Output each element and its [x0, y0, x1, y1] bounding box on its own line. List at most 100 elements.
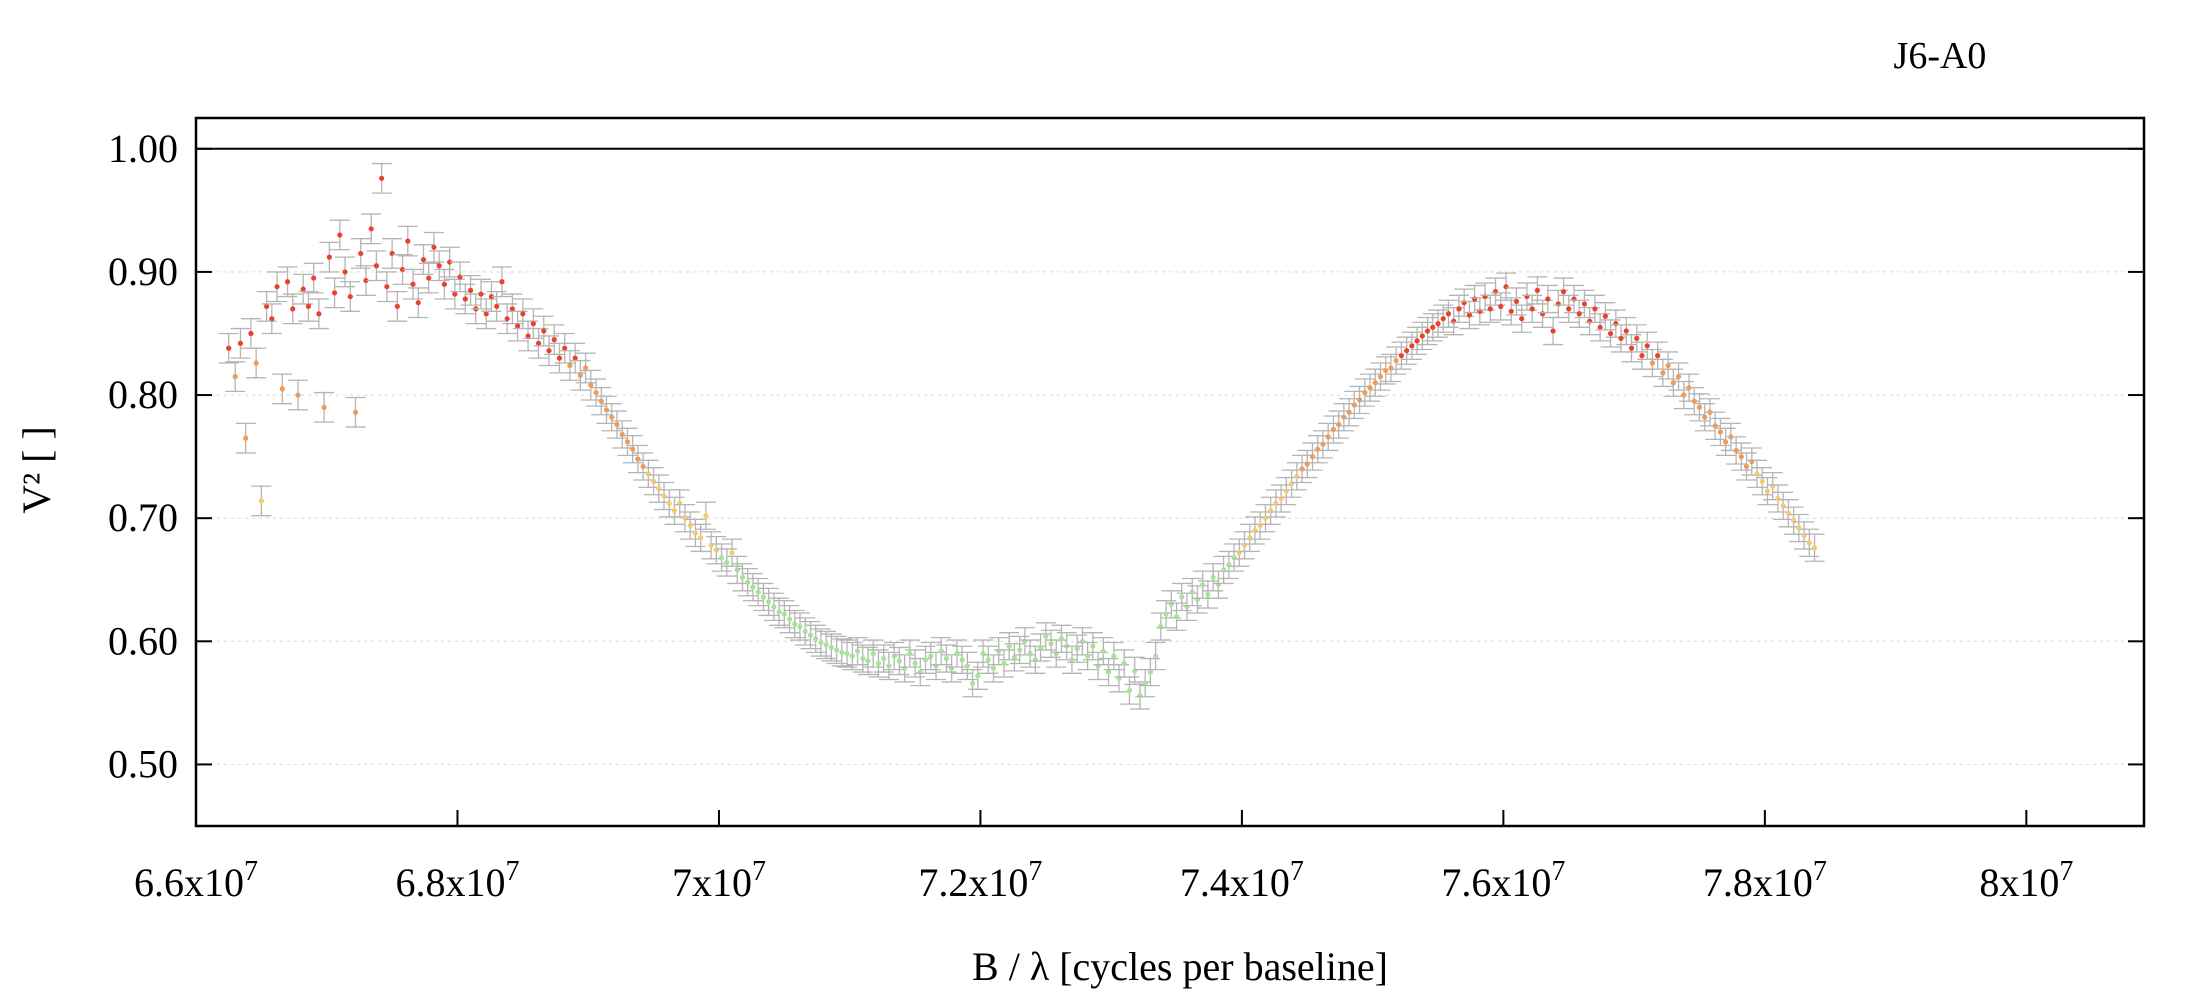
data-point-74 — [606, 410, 627, 439]
data-point-195 — [1239, 523, 1260, 553]
y-tick-label-0: 1.00 — [108, 126, 178, 171]
data-point-155 — [1030, 633, 1051, 662]
data-point-143 — [967, 661, 988, 690]
data-point-99 — [737, 568, 758, 597]
data-point-142 — [962, 668, 983, 698]
data-point-301 — [1794, 521, 1815, 550]
data-point-194 — [1234, 531, 1255, 560]
y-axis-ticks: 1.00 0.90 0.80 0.70 0.60 0.50 — [108, 126, 2144, 786]
data-point-103 — [758, 587, 779, 617]
data-point-273 — [1647, 341, 1668, 370]
data-point-85 — [664, 496, 685, 525]
data-point-256 — [1558, 294, 1579, 324]
x-tick-label-2: 7x107 — [672, 856, 766, 905]
data-point-75 — [612, 420, 633, 449]
data-point-141 — [957, 651, 978, 681]
data-point-264 — [1600, 319, 1621, 348]
data-point-297 — [1773, 491, 1794, 521]
data-point-222 — [1380, 353, 1401, 383]
data-point-192 — [1224, 543, 1245, 572]
data-point-37 — [413, 244, 434, 276]
data-point-95 — [716, 548, 737, 577]
data-point-303 — [1804, 533, 1825, 562]
data-point-16 — [303, 262, 324, 294]
data-point-96 — [722, 538, 743, 567]
data-point-145 — [978, 645, 999, 674]
data-point-237 — [1459, 300, 1480, 330]
data-point-81 — [643, 467, 664, 496]
data-point-40 — [429, 250, 450, 282]
data-point-67 — [570, 359, 591, 391]
data-point-259 — [1574, 289, 1595, 319]
data-point-251 — [1532, 299, 1553, 328]
data-point-276 — [1663, 368, 1684, 397]
data-point-291 — [1741, 447, 1762, 476]
data-point-168 — [1098, 657, 1119, 687]
data-point-101 — [748, 577, 769, 607]
data-point-223 — [1386, 346, 1407, 375]
data-point-110 — [795, 617, 816, 646]
data-point-118 — [837, 639, 858, 668]
data-point-88 — [680, 511, 701, 540]
data-point-107 — [779, 604, 800, 634]
data-point-6 — [251, 485, 272, 517]
data-point-15 — [298, 290, 319, 322]
data-point-92 — [701, 531, 722, 560]
data-point-258 — [1569, 299, 1590, 328]
data-point-126 — [878, 651, 899, 681]
plot-frame — [194, 116, 2146, 828]
y-tick-label-5: 0.50 — [108, 741, 178, 786]
data-point-214 — [1339, 398, 1360, 427]
data-point-293 — [1752, 467, 1773, 496]
data-point-4 — [240, 318, 261, 349]
data-point-13 — [287, 379, 308, 411]
data-point-243 — [1490, 292, 1511, 321]
x-tick-label-1: 6.8x107 — [395, 856, 519, 905]
x-tick-label-3: 7.2x107 — [918, 856, 1042, 905]
data-point-93 — [706, 535, 727, 565]
data-point-112 — [805, 624, 826, 654]
data-point-89 — [685, 518, 706, 548]
data-point-224 — [1391, 341, 1412, 370]
x-tick-label-4: 7.4x107 — [1180, 856, 1304, 905]
data-point-220 — [1370, 362, 1391, 391]
data-point-26 — [355, 265, 376, 296]
data-point-91 — [695, 501, 716, 530]
x-tick-label-0: 6.6x107 — [134, 856, 258, 905]
data-point-132 — [910, 657, 931, 687]
data-point-30 — [376, 271, 397, 303]
data-point-216 — [1349, 385, 1370, 415]
data-point-41 — [434, 268, 455, 300]
data-point-94 — [711, 543, 732, 572]
data-point-255 — [1553, 277, 1574, 306]
data-point-97 — [727, 555, 748, 585]
data-point-267 — [1616, 316, 1637, 346]
data-point-247 — [1511, 304, 1532, 333]
data-point-108 — [784, 609, 805, 639]
data-point-263 — [1595, 302, 1616, 331]
data-point-50 — [481, 281, 502, 312]
data-point-205 — [1292, 454, 1313, 484]
data-point-272 — [1642, 348, 1663, 378]
data-point-61 — [538, 335, 559, 367]
data-point-234 — [1443, 306, 1464, 336]
data-point-197 — [1250, 511, 1271, 540]
chart-title: J6-A0 — [1894, 35, 1987, 77]
data-point-241 — [1480, 294, 1501, 324]
data-point-1 — [225, 361, 246, 392]
data-point-171 — [1114, 649, 1135, 678]
data-point-45 — [455, 283, 476, 315]
data-point-191 — [1218, 550, 1239, 580]
data-point-121 — [852, 644, 873, 673]
data-point-198 — [1255, 503, 1276, 533]
data-point-83 — [654, 481, 675, 511]
data-point-123 — [863, 639, 884, 668]
data-point-5 — [246, 347, 267, 379]
data-point-54 — [502, 293, 523, 325]
data-point-125 — [873, 644, 894, 673]
data-point-69 — [580, 369, 601, 401]
data-point-281 — [1689, 393, 1710, 422]
data-point-162 — [1067, 634, 1088, 663]
data-point-173 — [1124, 656, 1145, 686]
data-point-115 — [821, 633, 842, 662]
